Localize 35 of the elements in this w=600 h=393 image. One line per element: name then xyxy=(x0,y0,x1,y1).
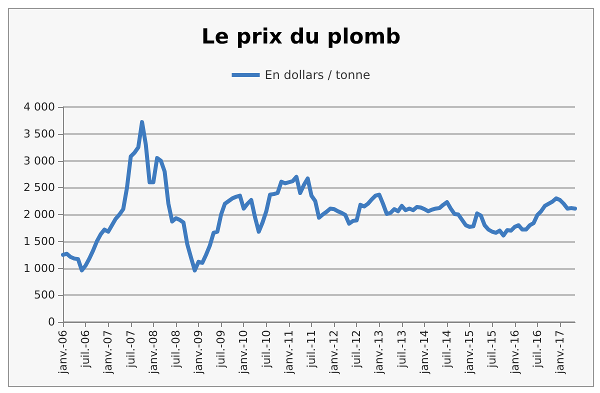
x-tick-label: juil.-13 xyxy=(395,330,408,369)
x-tick-label: juil.-10 xyxy=(260,330,273,369)
x-tick-label: juil.-16 xyxy=(530,330,544,369)
x-tick-label: janv.-08 xyxy=(146,330,160,375)
y-tick-label: 0 xyxy=(48,316,55,328)
line-series xyxy=(61,120,577,272)
x-tick-label: janv.-15 xyxy=(463,330,476,375)
x-tick-label: juil.-14 xyxy=(440,330,454,369)
y-tick-label: 2 000 xyxy=(24,208,55,221)
x-tick-label: janv.-13 xyxy=(372,330,386,375)
x-tick-label: juil.-09 xyxy=(214,330,228,369)
y-tick-label: 1 000 xyxy=(24,262,55,275)
y-tick-label: 1 500 xyxy=(24,234,55,248)
x-tick-label: juil.-06 xyxy=(79,330,92,369)
x-tick-label: janv.-09 xyxy=(192,330,206,375)
x-tick-label: juil.-12 xyxy=(350,330,364,369)
x-tick-label: janv.-11 xyxy=(282,330,296,375)
x-tick-label: juil.-15 xyxy=(486,330,499,369)
x-tick-label: janv.-07 xyxy=(102,330,115,375)
x-tick-label: janv.-12 xyxy=(328,330,341,375)
legend-label: En dollars / tonne xyxy=(264,68,370,82)
x-tick-label: juil.-07 xyxy=(124,330,138,369)
y-tick-label: 3 000 xyxy=(24,154,55,168)
x-tick-label: janv.-14 xyxy=(418,330,431,375)
x-tick-label: juil.-08 xyxy=(169,330,182,369)
y-tick-label: 4 000 xyxy=(24,100,55,114)
y-tick-label: 3 500 xyxy=(24,127,55,140)
x-tick-label: janv.-16 xyxy=(508,330,522,375)
x-tick-label: juil.-11 xyxy=(304,330,318,369)
chart-title: Le prix du plomb xyxy=(201,24,401,48)
x-tick-label: janv.-06 xyxy=(56,330,70,375)
x-tick-label: janv.-10 xyxy=(237,330,250,375)
y-tick-label: 500 xyxy=(34,288,55,302)
x-tick-label: janv.-17 xyxy=(553,330,566,375)
y-tick-label: 2 500 xyxy=(24,181,55,194)
